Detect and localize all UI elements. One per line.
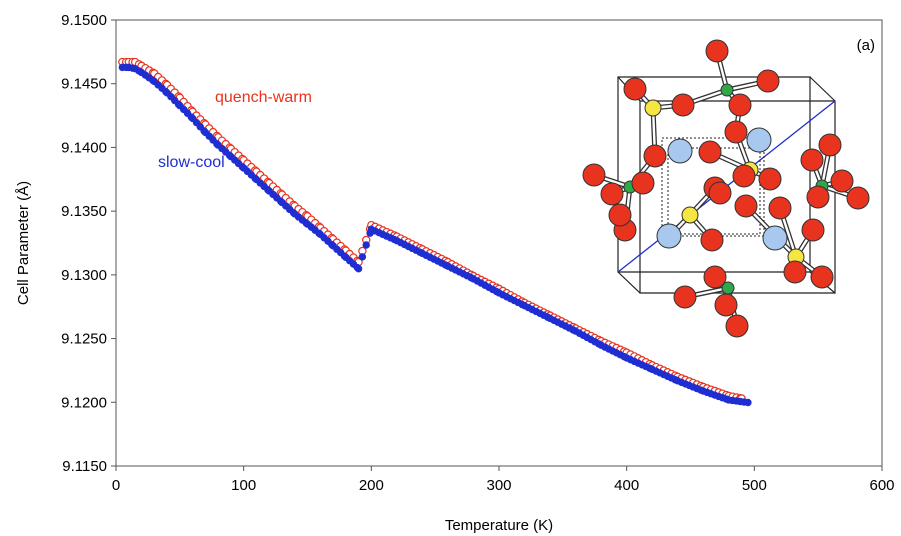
y-axis-ticks: 9.1150 9.1200 9.1250 9.1300 9.1350 9.1400 9.14… — [61, 12, 116, 475]
oxygen-atom — [698, 140, 722, 164]
y-tick-label: 9.1200 — [61, 394, 107, 411]
oxygen-atom — [643, 144, 667, 168]
crystal-structure-inset — [582, 39, 870, 338]
oxygen-atom — [703, 265, 727, 289]
panel-label: (a) — [857, 37, 875, 54]
oxygen-atom — [671, 93, 695, 117]
oxygen-atom — [631, 171, 655, 195]
oxygen-atom — [705, 39, 729, 63]
oxygen-atom — [768, 196, 792, 220]
oxygen-atom — [758, 167, 782, 191]
unit-cell-edge — [809, 76, 836, 102]
oxygen-atom — [724, 120, 748, 144]
x-tick-label: 100 — [231, 477, 256, 494]
series-layer — [118, 57, 752, 407]
metal-atom — [681, 206, 699, 224]
oxygen-atom — [830, 169, 854, 193]
oxygen-atom — [800, 148, 824, 172]
y-tick-label: 9.1150 — [62, 458, 107, 475]
data-point — [358, 253, 367, 261]
oxygen-atom — [734, 194, 758, 218]
x-tick-label: 200 — [359, 477, 384, 494]
cation-sphere — [656, 223, 682, 249]
data-point — [744, 398, 752, 407]
y-tick-label: 9.1450 — [61, 76, 107, 93]
x-axis-title: Temperature (K) — [445, 517, 553, 534]
x-tick-label: 400 — [614, 477, 639, 494]
y-axis-title: Cell Parameter (Å) — [15, 181, 32, 305]
x-tick-label: 300 — [486, 477, 511, 494]
y-tick-label: 9.1250 — [61, 331, 107, 348]
data-point — [354, 265, 363, 273]
x-tick-label: 500 — [742, 477, 767, 494]
oxygen-atom — [806, 185, 830, 209]
y-tick-label: 9.1400 — [61, 139, 107, 156]
y-tick-label: 9.1500 — [61, 12, 107, 29]
series-label-slow-cool: slow-cool — [158, 154, 225, 171]
x-tick-label: 0 — [112, 477, 120, 494]
oxygen-atom — [801, 218, 825, 242]
oxygen-atom — [673, 285, 697, 309]
x-axis-ticks: 0 100 200 300 400 500 600 — [112, 466, 895, 494]
oxygen-atom — [732, 164, 756, 188]
oxygen-atom — [708, 181, 732, 205]
y-tick-label: 9.1300 — [61, 267, 107, 284]
data-point — [362, 241, 370, 249]
cation-sphere — [746, 127, 772, 153]
series-label-quench-warm: quench-warm — [215, 89, 312, 106]
tetrahedral-atom — [720, 83, 734, 97]
metal-atom — [644, 99, 662, 117]
oxygen-atom — [818, 133, 842, 157]
oxygen-atom — [623, 77, 647, 101]
oxygen-atom — [714, 293, 738, 317]
oxygen-atom — [725, 314, 749, 338]
oxygen-atom — [608, 203, 632, 227]
oxygen-atom — [756, 69, 780, 93]
cation-sphere — [762, 225, 788, 251]
oxygen-atom — [728, 93, 752, 117]
series-slow-cool — [118, 63, 752, 407]
y-tick-label: 9.1350 — [61, 203, 107, 220]
oxygen-atom — [783, 260, 807, 284]
oxygen-atom — [846, 186, 870, 210]
unit-cell-edge — [617, 271, 641, 294]
oxygen-atom — [700, 228, 724, 252]
oxygen-atom — [582, 163, 606, 187]
oxygen-atom — [810, 265, 834, 289]
x-tick-label: 600 — [869, 477, 894, 494]
cation-sphere — [667, 138, 693, 164]
oxygen-atom — [600, 182, 624, 206]
